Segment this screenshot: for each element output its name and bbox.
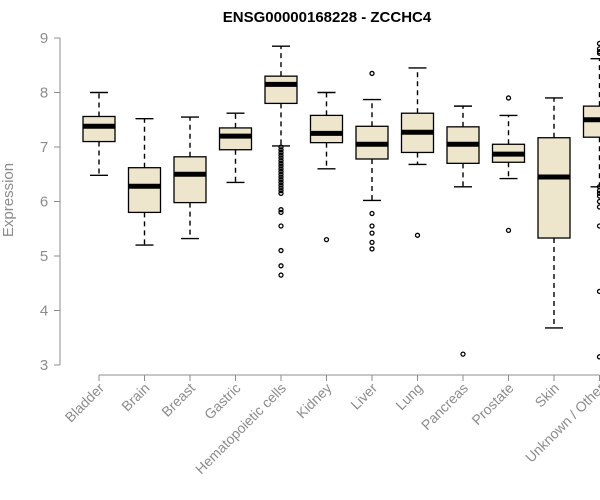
box-kidney: [309, 91, 344, 243]
x-tick-label: Kidney: [293, 380, 335, 422]
outlier-point: [278, 160, 284, 167]
iqr-box: [537, 137, 571, 239]
y-tick-label: 7: [40, 139, 48, 156]
outlier-point: [278, 179, 284, 186]
outlier-point: [505, 227, 512, 234]
outlier-point: [278, 185, 284, 191]
outlier-point: [278, 177, 284, 183]
outlier-point: [278, 223, 284, 229]
outlier-point: [414, 232, 421, 238]
iqr-box: [127, 167, 162, 214]
x-tick-label: Breast: [158, 380, 198, 420]
y-tick-label: 6: [40, 194, 48, 211]
outlier-point: [278, 190, 284, 196]
outlier-point: [278, 144, 284, 150]
y-tick-label: 8: [40, 85, 48, 102]
x-tick-label: Prostate: [468, 380, 516, 428]
outlier-point: [460, 351, 466, 357]
iqr-box: [173, 156, 207, 204]
outlier-point: [278, 152, 284, 158]
box-breast: [173, 116, 207, 240]
box-lung: [400, 67, 435, 238]
box-brain: [127, 117, 162, 246]
x-tick-label: Brain: [118, 380, 152, 414]
x-tick-label: Liver: [347, 380, 380, 413]
y-tick-label: 4: [40, 303, 48, 320]
y-tick-label: 3: [40, 357, 48, 374]
outlier-point: [278, 157, 284, 164]
iqr-box: [218, 127, 253, 151]
outlier-point: [278, 166, 284, 172]
outlier-point: [369, 70, 375, 77]
outlier-point: [278, 174, 284, 180]
box-unknown-other: [582, 40, 600, 360]
chart-title: ENSG00000168228 - ZCCHC4: [223, 9, 432, 26]
y-axis-label: Expression: [0, 163, 17, 237]
outlier-point: [505, 95, 512, 101]
box-pancreas: [446, 105, 480, 357]
y-axis: 3 4 5 6 7 8 9: [40, 30, 61, 374]
outlier-point: [278, 155, 284, 161]
box-skin: [537, 97, 571, 329]
box-bladder: [82, 91, 116, 177]
box-liver: [355, 70, 389, 252]
y-tick-label: 5: [40, 248, 48, 265]
outlier-point: [278, 168, 284, 175]
outlier-point: [278, 187, 284, 194]
outlier-point: [278, 247, 284, 254]
outlier-point: [278, 171, 284, 177]
outlier-point: [278, 207, 284, 213]
outlier-point: [278, 182, 284, 188]
outlier-point: [278, 163, 284, 169]
outlier-point: [323, 236, 330, 243]
box-gastric: [218, 112, 253, 184]
iqr-box: [264, 75, 298, 105]
outlier-point: [278, 149, 284, 156]
x-tick-label: Pancreas: [418, 380, 471, 433]
boxes-layer: [82, 40, 600, 360]
x-tick-label: Lung: [392, 380, 425, 413]
outlier-point: [369, 239, 375, 246]
outlier-point: [278, 263, 284, 269]
outlier-point: [369, 223, 375, 229]
box-prostate: [491, 95, 526, 234]
outlier-point: [369, 246, 375, 252]
outlier-point: [369, 210, 375, 217]
y-tick-label: 9: [40, 30, 48, 47]
iqr-box: [82, 115, 116, 143]
x-tick-label: Gastric: [201, 380, 244, 423]
iqr-box: [309, 114, 344, 144]
x-tick-label: Unknown / Other: [522, 380, 600, 466]
x-tick-label: Skin: [532, 380, 563, 411]
x-tick-label: Hematopoietic cells: [192, 380, 289, 477]
x-tick-label: Bladder: [62, 380, 108, 426]
outlier-point: [278, 147, 284, 153]
outlier-point: [369, 230, 375, 236]
outlier-point: [278, 209, 284, 216]
box-hematopoietic-cells: [264, 45, 298, 278]
outlier-point: [278, 272, 284, 278]
